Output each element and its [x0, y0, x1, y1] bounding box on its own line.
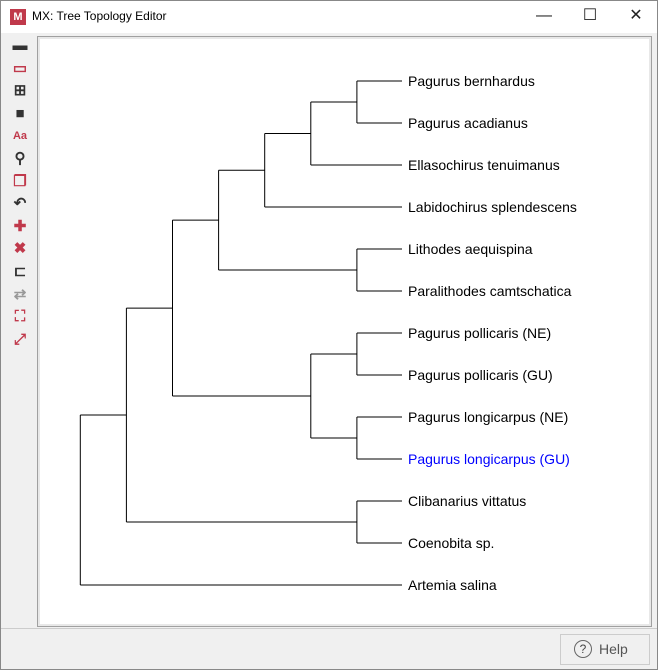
- leaf-label[interactable]: Ellasochirus tenuimanus: [408, 157, 560, 173]
- save-icon[interactable]: ■: [15, 104, 25, 122]
- open-tray-icon[interactable]: ▭: [12, 59, 28, 77]
- font-icon[interactable]: Aa: [12, 130, 28, 143]
- help-button[interactable]: ? Help: [560, 634, 650, 665]
- copy-icon[interactable]: ❐: [13, 172, 27, 190]
- close-button[interactable]: ✕: [629, 7, 643, 24]
- swap-icon[interactable]: ⇄: [13, 285, 27, 303]
- maximize-button[interactable]: ☐: [582, 7, 598, 24]
- tree-layout-icon[interactable]: ⊏: [13, 263, 27, 280]
- leaf-label[interactable]: Artemia salina: [408, 577, 497, 593]
- leaf-label[interactable]: Lithodes aequispina: [408, 241, 533, 257]
- tree-diagram[interactable]: Pagurus bernhardus Pagurus acadianus Ellas…: [38, 37, 651, 626]
- leaf-label[interactable]: Pagurus acadianus: [408, 115, 528, 131]
- divider: [1, 628, 657, 629]
- fit-icon[interactable]: ⛶: [14, 308, 26, 326]
- leaf-label[interactable]: Pagurus pollicaris (NE): [408, 325, 551, 341]
- delete-icon[interactable]: ✖: [13, 240, 27, 258]
- leaf-label[interactable]: Paralithodes camtschatica: [408, 283, 572, 299]
- open-folder-icon[interactable]: ▬: [12, 37, 28, 54]
- window-title: MX: Tree Topology Editor: [32, 9, 167, 23]
- leaf-label[interactable]: Labidochirus splendescens: [408, 199, 577, 215]
- help-label: Help: [599, 641, 628, 657]
- resize-icon[interactable]: ⤢: [13, 330, 26, 348]
- add-icon[interactable]: ✚: [13, 217, 27, 235]
- title-bar: M MX: Tree Topology Editor — ☐ ✕: [1, 1, 657, 33]
- leaf-label[interactable]: Pagurus longicarpus (GU): [408, 451, 570, 467]
- undo-icon[interactable]: ↶: [13, 195, 27, 213]
- help-icon: ?: [574, 640, 592, 658]
- search-icon[interactable]: ⚲: [14, 150, 26, 167]
- toolbar: ▬ ▭ ⊞ ■ Aa ⚲ ❐ ↶ ✚ ✖ ⊏ ⇄ ⛶ ⤢: [7, 36, 35, 356]
- minimize-button[interactable]: —: [536, 7, 552, 24]
- new-file-icon[interactable]: ⊞: [13, 82, 27, 100]
- leaf-label[interactable]: Clibanarius vittatus: [408, 493, 526, 509]
- leaf-label[interactable]: Pagurus pollicaris (GU): [408, 367, 553, 383]
- leaf-label[interactable]: Coenobita sp.: [408, 535, 494, 551]
- tree-canvas[interactable]: Pagurus bernhardus Pagurus acadianus Ellas…: [37, 36, 652, 627]
- app-logo-icon: M: [10, 9, 26, 25]
- leaf-label[interactable]: Pagurus longicarpus (NE): [408, 409, 568, 425]
- leaf-label[interactable]: Pagurus bernhardus: [408, 73, 535, 89]
